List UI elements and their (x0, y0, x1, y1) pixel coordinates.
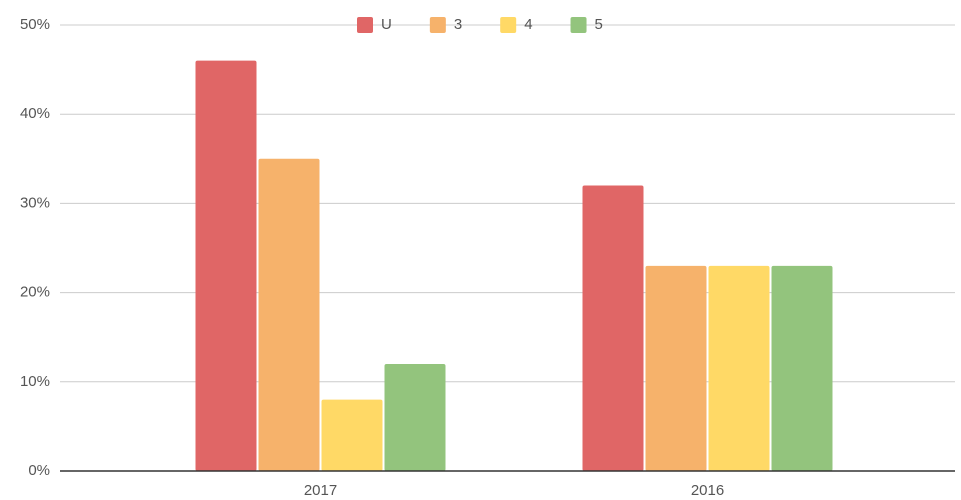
y-tick-label: 0% (28, 462, 50, 479)
y-tick-label: 10% (20, 373, 50, 390)
legend-swatch (429, 17, 446, 33)
legend-label: 4 (524, 16, 532, 33)
legend-swatch (570, 17, 587, 33)
bar (321, 399, 383, 471)
legend-swatch (500, 17, 517, 33)
bar (708, 265, 770, 471)
y-tick-label: 40% (20, 105, 50, 122)
legend-label: 5 (595, 16, 603, 33)
bar (582, 185, 644, 471)
bar (771, 265, 833, 471)
bar (258, 158, 320, 472)
bar (645, 265, 707, 471)
x-tick-label: 2016 (691, 482, 724, 499)
bar (384, 363, 446, 471)
x-tick-label: 2017 (304, 482, 337, 499)
y-tick-label: 50% (20, 16, 50, 33)
legend-swatch (357, 17, 373, 33)
legend-label: U (381, 16, 392, 33)
y-tick-label: 30% (20, 194, 50, 211)
legend-label: 3 (454, 16, 462, 33)
bar (195, 60, 257, 472)
y-tick-label: 20% (20, 284, 50, 301)
